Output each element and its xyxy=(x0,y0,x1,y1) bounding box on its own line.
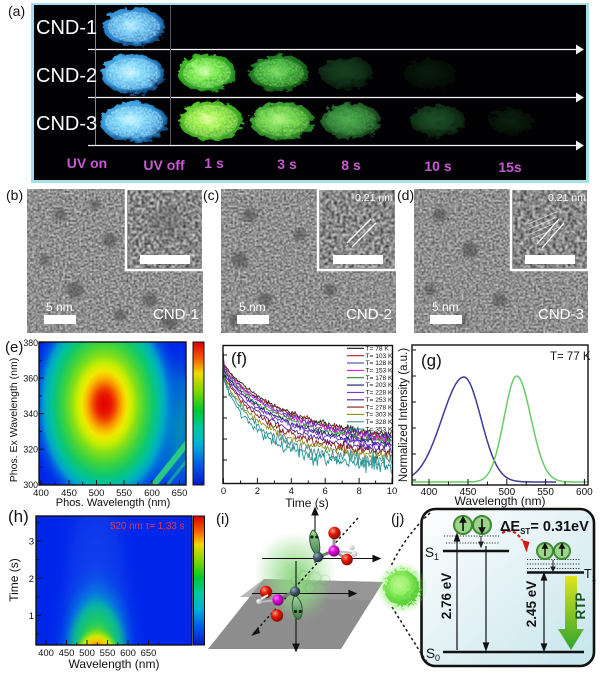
svg-text:Wavelength (nm): Wavelength (nm) xyxy=(69,657,160,671)
svg-text:(b): (b) xyxy=(6,187,23,203)
svg-text:CND-2: CND-2 xyxy=(36,65,97,87)
svg-text:Time (s): Time (s) xyxy=(285,496,329,510)
svg-text:300: 300 xyxy=(23,480,38,490)
svg-text:600: 600 xyxy=(576,487,593,498)
svg-text:T= 128 K: T= 128 K xyxy=(366,360,394,367)
svg-text:400: 400 xyxy=(33,488,49,499)
svg-text:T= 178 K: T= 178 K xyxy=(366,375,394,382)
svg-text:Wavelength (nm): Wavelength (nm) xyxy=(455,494,546,508)
svg-text:T= 78 K: T= 78 K xyxy=(366,346,390,353)
svg-text:4: 4 xyxy=(289,486,294,497)
svg-text:550: 550 xyxy=(116,488,132,499)
svg-text:CND-1: CND-1 xyxy=(36,17,97,39)
svg-text:400: 400 xyxy=(421,487,438,498)
svg-text:Time (s): Time (s) xyxy=(7,558,21,602)
svg-text:RTP: RTP xyxy=(573,593,588,620)
svg-text:(d): (d) xyxy=(397,187,414,203)
svg-text:T= 228 K: T= 228 K xyxy=(366,390,394,397)
svg-text:340: 340 xyxy=(23,409,38,419)
svg-text:8 s: 8 s xyxy=(341,157,361,173)
svg-text:Phos. Wavelength (nm): Phos. Wavelength (nm) xyxy=(56,497,171,509)
svg-text:10 s: 10 s xyxy=(424,158,451,174)
svg-text:2.76 eV: 2.76 eV xyxy=(439,573,454,620)
svg-text:650: 650 xyxy=(141,648,157,659)
svg-text:T= 103 K: T= 103 K xyxy=(366,353,394,360)
svg-text:15s: 15s xyxy=(498,159,522,175)
svg-text:UV on: UV on xyxy=(67,155,107,171)
svg-text:5 nm: 5 nm xyxy=(239,300,266,314)
svg-text:2.45 eV: 2.45 eV xyxy=(524,581,539,628)
svg-text:600: 600 xyxy=(120,648,136,659)
svg-text:5 nm: 5 nm xyxy=(46,300,73,314)
svg-text:380: 380 xyxy=(23,338,38,348)
svg-text:(h): (h) xyxy=(8,507,29,526)
svg-text:(g): (g) xyxy=(421,351,442,370)
svg-text:T= 77 K: T= 77 K xyxy=(550,351,591,363)
svg-text:T= 203 K: T= 203 K xyxy=(366,382,394,389)
svg-text:0: 0 xyxy=(221,486,226,497)
svg-text:T= 278 K: T= 278 K xyxy=(366,404,394,411)
svg-text:450: 450 xyxy=(59,648,75,659)
svg-text:500: 500 xyxy=(79,648,95,659)
svg-text:3: 3 xyxy=(29,537,34,548)
svg-text:0.21 nm: 0.21 nm xyxy=(548,192,586,204)
svg-text:CND-3: CND-3 xyxy=(538,306,584,323)
svg-text:CND-3: CND-3 xyxy=(36,113,97,135)
svg-text:(c): (c) xyxy=(203,187,219,203)
svg-text:650: 650 xyxy=(172,488,188,499)
svg-text:T= 253 K: T= 253 K xyxy=(366,397,394,404)
svg-text:ΔEST= 0.31eV: ΔEST= 0.31eV xyxy=(500,519,589,536)
svg-text:CND-1: CND-1 xyxy=(153,306,199,323)
svg-text:(f): (f) xyxy=(231,349,247,368)
svg-text:360: 360 xyxy=(23,374,38,384)
svg-text:450: 450 xyxy=(61,488,77,499)
svg-text:5 nm: 5 nm xyxy=(432,300,459,314)
svg-text:1: 1 xyxy=(29,611,34,622)
svg-text:CND-2: CND-2 xyxy=(346,306,392,323)
svg-text:450: 450 xyxy=(460,487,477,498)
svg-text:T= 353 K: T= 353 K xyxy=(366,426,394,433)
svg-text:8: 8 xyxy=(356,486,361,497)
svg-text:2: 2 xyxy=(255,486,260,497)
svg-text:550: 550 xyxy=(100,648,116,659)
svg-text:Normalized Intensity (a.u.): Normalized Intensity (a.u.) xyxy=(398,348,410,482)
svg-text:(i): (i) xyxy=(216,511,229,528)
svg-text:Phos. Ex Wavelength (nm): Phos. Ex Wavelength (nm) xyxy=(8,358,20,483)
svg-text:6: 6 xyxy=(323,486,328,497)
svg-text:520 nm τ= 1.33 s: 520 nm τ= 1.33 s xyxy=(110,521,185,532)
svg-text:3 s: 3 s xyxy=(277,156,297,172)
svg-text:(j): (j) xyxy=(391,511,404,528)
svg-text:(e): (e) xyxy=(5,339,23,356)
svg-text:T= 153 K: T= 153 K xyxy=(366,368,394,375)
svg-text:10: 10 xyxy=(387,486,398,497)
svg-text:320: 320 xyxy=(23,445,38,455)
svg-text:T= 328 K: T= 328 K xyxy=(366,419,394,426)
svg-text:400: 400 xyxy=(38,648,54,659)
svg-text:(a): (a) xyxy=(8,3,25,19)
svg-text:T= 303 K: T= 303 K xyxy=(366,412,394,419)
svg-text:500: 500 xyxy=(498,487,515,498)
svg-text:UV off: UV off xyxy=(143,157,185,173)
svg-text:600: 600 xyxy=(144,488,160,499)
svg-text:500: 500 xyxy=(89,488,105,499)
svg-text:0.21 nm: 0.21 nm xyxy=(355,192,393,204)
svg-text:550: 550 xyxy=(537,487,554,498)
svg-text:1 s: 1 s xyxy=(204,155,224,171)
svg-text:2: 2 xyxy=(29,574,34,585)
